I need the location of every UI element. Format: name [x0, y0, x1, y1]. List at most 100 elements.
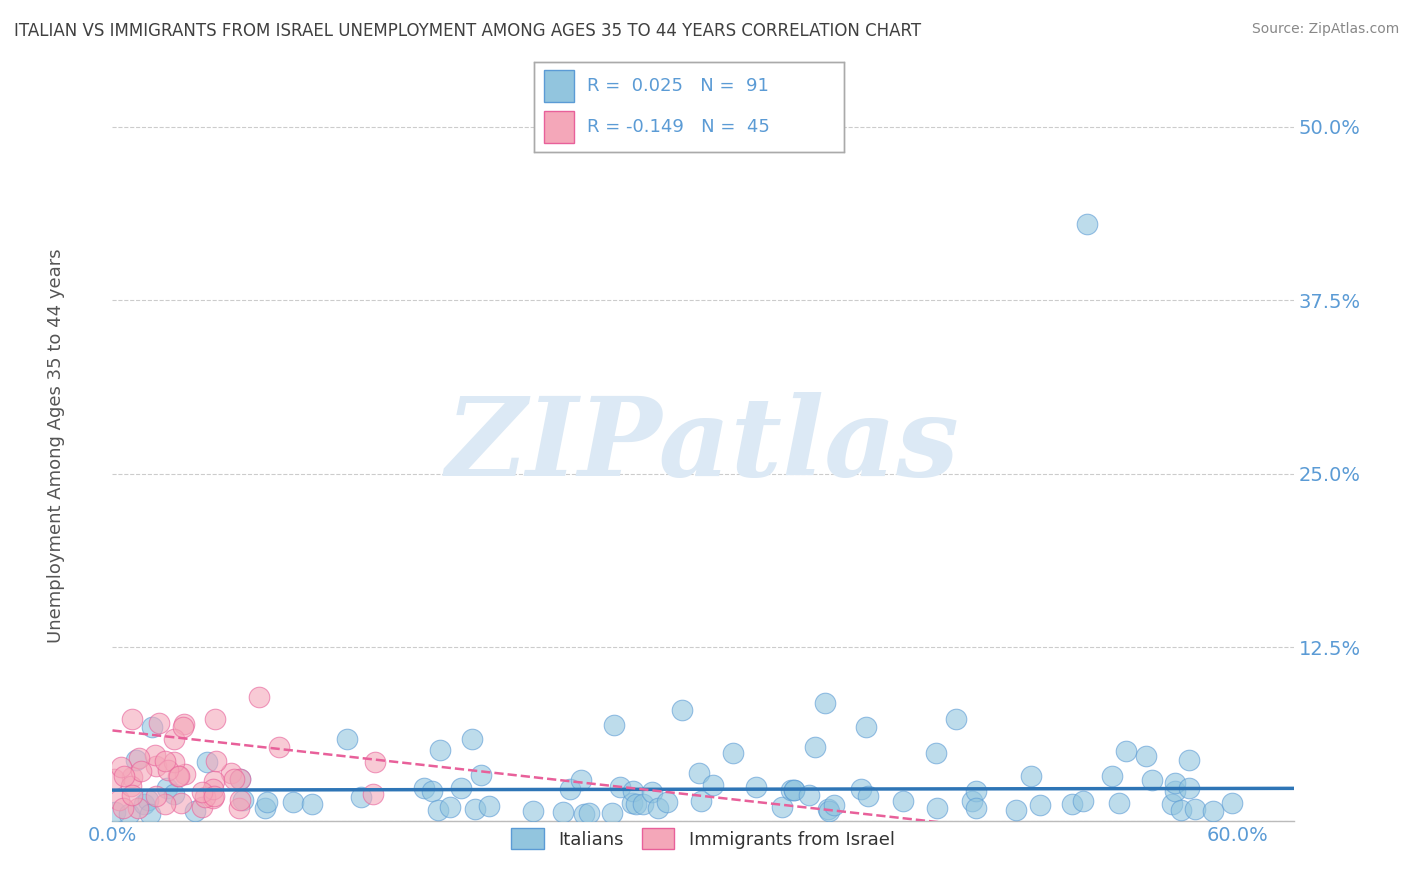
Point — [891, 794, 914, 808]
Point — [427, 803, 450, 817]
Point — [804, 739, 827, 754]
Point — [141, 720, 163, 734]
Point — [1160, 797, 1182, 811]
Point — [780, 782, 803, 797]
Point — [631, 797, 654, 811]
Point — [204, 789, 226, 803]
Point — [232, 793, 254, 807]
Point — [121, 770, 143, 784]
Point — [1220, 796, 1243, 810]
Point — [128, 751, 150, 765]
Point — [783, 783, 806, 797]
Point — [155, 797, 177, 812]
Point — [1184, 802, 1206, 816]
Point — [173, 766, 195, 780]
Point — [927, 801, 949, 815]
Point — [202, 791, 225, 805]
Point — [139, 806, 162, 821]
Point — [461, 732, 484, 747]
Point — [671, 703, 693, 717]
Point — [283, 795, 305, 809]
Point — [219, 765, 242, 780]
Point — [799, 789, 821, 803]
Point — [1029, 798, 1052, 813]
Point — [522, 805, 544, 819]
Point — [267, 740, 290, 755]
Point — [818, 804, 841, 818]
Point — [201, 781, 224, 796]
Point — [624, 797, 647, 812]
Point — [609, 780, 631, 794]
Point — [204, 712, 226, 726]
Point — [110, 760, 132, 774]
Point — [145, 759, 167, 773]
Point — [229, 793, 252, 807]
Point — [1115, 744, 1137, 758]
Point — [350, 789, 373, 804]
Point — [191, 784, 214, 798]
Point — [336, 731, 359, 746]
Point — [156, 780, 179, 795]
Legend: Italians, Immigrants from Israel: Italians, Immigrants from Israel — [505, 822, 901, 856]
Bar — [544, 111, 575, 143]
Point — [166, 769, 188, 783]
Point — [153, 755, 176, 769]
Point — [439, 799, 461, 814]
Point — [129, 764, 152, 779]
Point — [194, 789, 217, 804]
Point — [104, 805, 127, 819]
Point — [1101, 769, 1123, 783]
Point — [553, 805, 575, 819]
Point — [118, 806, 141, 821]
Point — [600, 806, 623, 821]
Point — [364, 755, 387, 769]
Text: ZIPatlas: ZIPatlas — [446, 392, 960, 500]
Text: R = -0.149   N =  45: R = -0.149 N = 45 — [586, 118, 769, 136]
Point — [623, 784, 645, 798]
Point — [228, 801, 250, 815]
Point — [191, 800, 214, 814]
Point — [464, 802, 486, 816]
Point — [966, 801, 988, 815]
Point — [222, 772, 245, 786]
Point — [558, 782, 581, 797]
Point — [363, 787, 385, 801]
Point — [205, 754, 228, 768]
Point — [420, 784, 443, 798]
Point — [202, 774, 225, 789]
Point — [1005, 803, 1028, 817]
Point — [1201, 804, 1223, 818]
Point — [965, 783, 987, 797]
Point — [770, 799, 793, 814]
Point — [107, 792, 129, 806]
Bar — [544, 70, 575, 102]
Point — [702, 778, 724, 792]
Point — [745, 780, 768, 794]
Point — [655, 795, 678, 809]
Point — [578, 806, 600, 821]
Point — [1060, 797, 1083, 812]
Point — [1178, 780, 1201, 795]
Point — [1170, 803, 1192, 817]
Point — [148, 715, 170, 730]
Point — [172, 721, 194, 735]
Point — [855, 720, 877, 734]
Point — [163, 732, 186, 747]
Point — [195, 755, 218, 769]
Text: Source: ZipAtlas.com: Source: ZipAtlas.com — [1251, 22, 1399, 37]
Point — [184, 804, 207, 818]
Point — [163, 756, 186, 770]
Point — [120, 779, 142, 793]
Point — [121, 788, 143, 802]
Point — [817, 802, 839, 816]
Point — [167, 769, 190, 783]
Point — [157, 764, 180, 778]
Text: ITALIAN VS IMMIGRANTS FROM ISRAEL UNEMPLOYMENT AMONG AGES 35 TO 44 YEARS CORRELA: ITALIAN VS IMMIGRANTS FROM ISRAEL UNEMPL… — [14, 22, 921, 40]
Point — [1108, 796, 1130, 810]
Point — [1163, 784, 1185, 798]
Point — [1140, 772, 1163, 787]
Point — [429, 743, 451, 757]
Point — [125, 753, 148, 767]
Point — [1076, 217, 1098, 231]
Point — [688, 766, 710, 780]
